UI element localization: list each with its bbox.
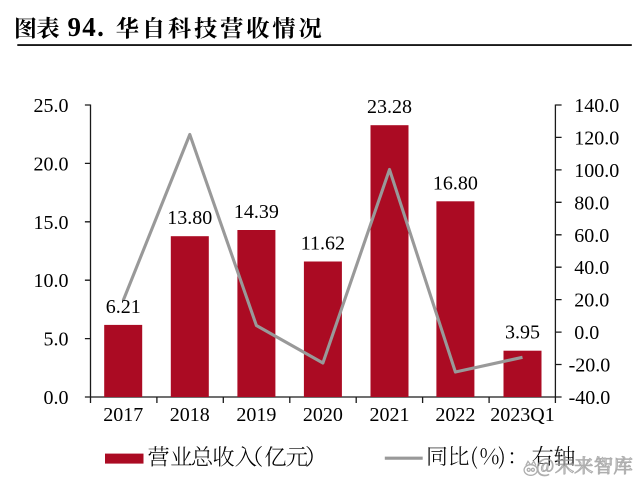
svg-text:140.0: 140.0 xyxy=(574,95,619,117)
svg-text:15.0: 15.0 xyxy=(34,212,69,234)
svg-text:80.0: 80.0 xyxy=(574,192,609,214)
svg-text:20.0: 20.0 xyxy=(34,153,69,175)
svg-text:11.62: 11.62 xyxy=(301,233,345,255)
svg-text:20.0: 20.0 xyxy=(574,290,609,312)
svg-text:6.21: 6.21 xyxy=(106,296,141,318)
svg-text:0.0: 0.0 xyxy=(44,387,69,409)
svg-text:0.0: 0.0 xyxy=(574,322,599,344)
svg-text:2021: 2021 xyxy=(370,404,410,426)
svg-text:23.28: 23.28 xyxy=(367,96,412,118)
svg-text:2018: 2018 xyxy=(170,404,210,426)
svg-text:3.95: 3.95 xyxy=(505,322,540,344)
svg-text:14.39: 14.39 xyxy=(234,201,279,223)
svg-text:5.0: 5.0 xyxy=(44,329,69,351)
svg-text:-40.0: -40.0 xyxy=(569,387,611,409)
svg-text:2017: 2017 xyxy=(103,404,143,426)
svg-text:94.: 94. xyxy=(68,12,106,42)
svg-text:16.80: 16.80 xyxy=(433,172,478,194)
svg-text:-20.0: -20.0 xyxy=(569,355,611,377)
svg-text:120.0: 120.0 xyxy=(574,127,619,149)
svg-text:25.0: 25.0 xyxy=(34,95,69,117)
svg-text:40.0: 40.0 xyxy=(574,257,609,279)
svg-text:2019: 2019 xyxy=(236,404,276,426)
svg-text:60.0: 60.0 xyxy=(574,225,609,247)
svg-text:2023Q1: 2023Q1 xyxy=(490,404,554,426)
svg-text:10.0: 10.0 xyxy=(34,270,69,292)
svg-text:13.80: 13.80 xyxy=(167,207,212,229)
svg-text:100.0: 100.0 xyxy=(574,160,619,182)
svg-text:2022: 2022 xyxy=(435,404,475,426)
svg-text:2020: 2020 xyxy=(303,404,343,426)
